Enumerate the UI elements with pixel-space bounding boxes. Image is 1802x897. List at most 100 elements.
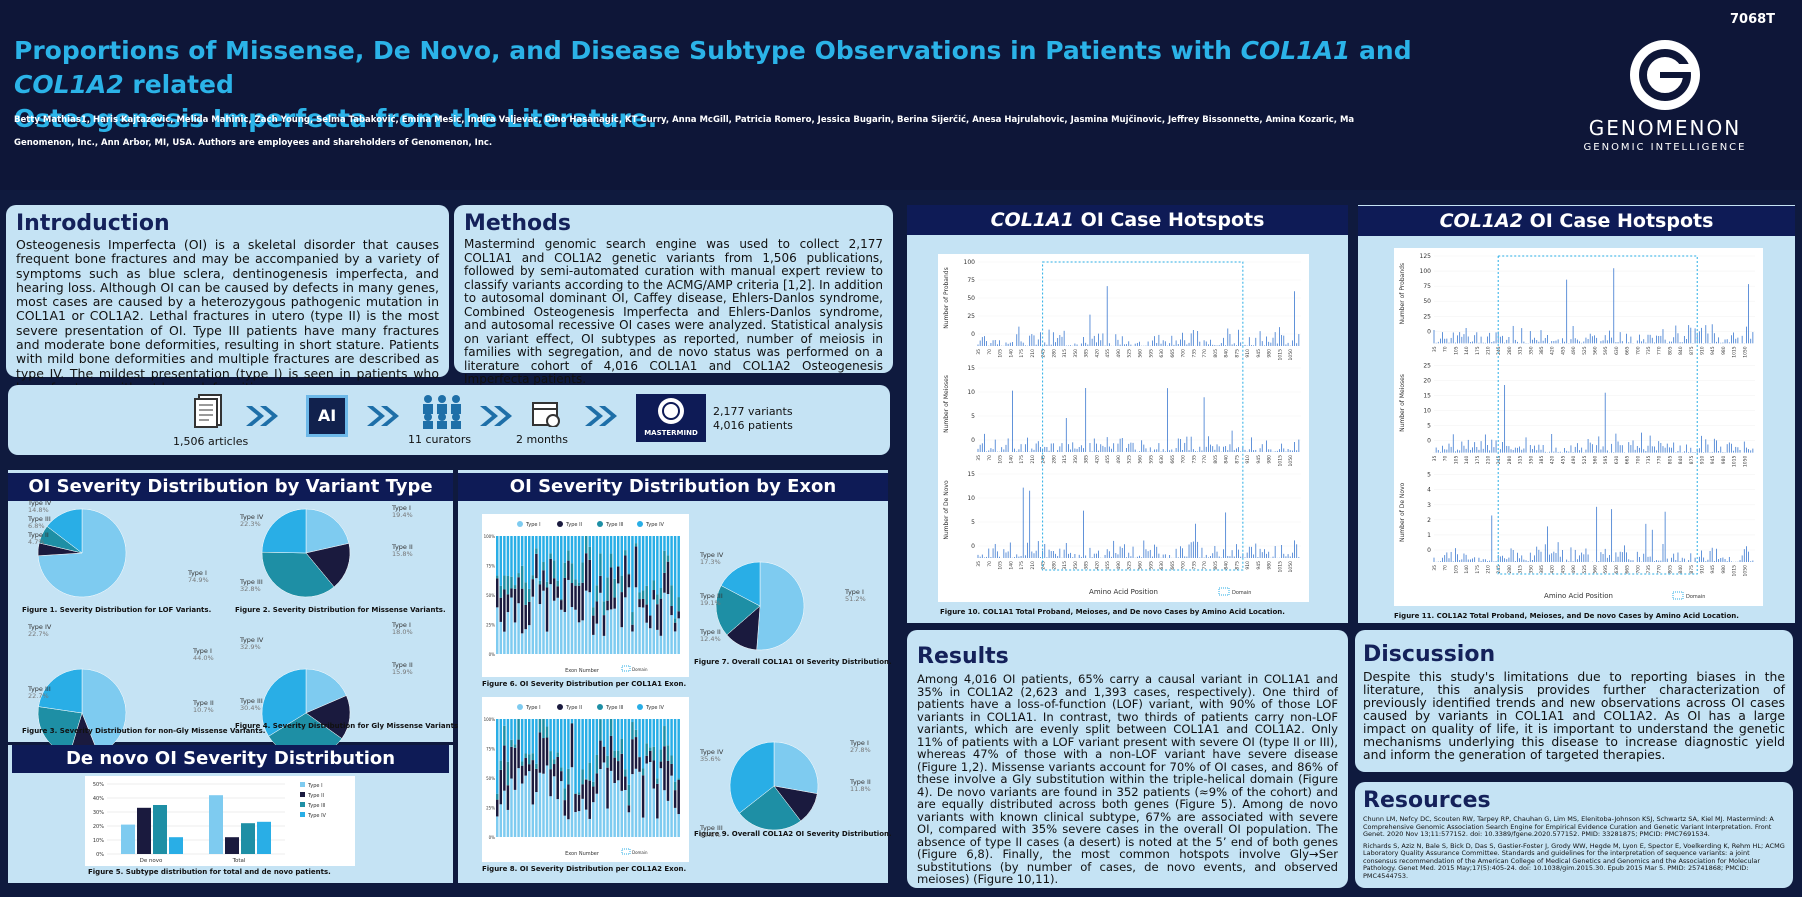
tick-label: 0% <box>489 652 496 657</box>
exon-bar-segment <box>652 590 656 600</box>
exon-bar-segment <box>659 588 663 599</box>
tick-label: 35 <box>1432 456 1438 462</box>
mastermind-logo: MASTERMIND <box>636 394 706 442</box>
exon-bar-segment <box>545 719 549 727</box>
tick-label: 385 <box>1539 456 1545 465</box>
legend-swatch <box>637 521 643 527</box>
exon-bar-segment <box>545 536 549 582</box>
tick-label: 490 <box>1571 346 1577 355</box>
tick-label: 70 <box>987 561 993 567</box>
discussion-title: Discussion <box>1363 642 1496 667</box>
exon-bar-segment <box>517 768 520 837</box>
tick-label: 630 <box>1159 561 1165 570</box>
exon-bar-segment <box>638 757 641 772</box>
exon-bar-segment <box>599 592 602 654</box>
exon-bar-segment <box>528 719 531 755</box>
tick-label: 665 <box>1625 346 1631 355</box>
exon-bar-segment <box>599 536 602 554</box>
exon-bar-segment <box>634 587 638 654</box>
exon-bar-segment <box>524 775 527 837</box>
exon-bar-segment <box>556 719 559 753</box>
exon-bar-segment <box>595 773 599 794</box>
reference-2: Richards S, Aziz N, Bale S, Bick D, Das … <box>1363 841 1785 880</box>
exon-bar-segment <box>552 578 556 601</box>
exon-bar-segment <box>673 719 677 782</box>
exon-bar-segment <box>634 729 638 738</box>
tick-label: 50 <box>967 295 975 302</box>
exon-bar-segment <box>574 793 577 795</box>
exon-bar-segment <box>506 809 510 837</box>
tick-label: 15 <box>967 471 975 478</box>
articles-label: 1,506 articles <box>173 435 249 448</box>
exon-bar-segment <box>631 722 634 740</box>
tick-label: 770 <box>1657 346 1663 355</box>
exon-bar-segment <box>556 799 559 837</box>
tick-label: 805 <box>1667 565 1673 574</box>
pie-label: Type III 22.7% <box>28 685 51 700</box>
tick-label: 280 <box>1507 456 1513 465</box>
exon-bar-segment <box>574 812 577 837</box>
exon-bar-segment <box>570 767 574 837</box>
figure11-caption: Figure 11. COL1A2 Total Proband, Meioses… <box>1394 612 1739 620</box>
tick-label: 50% <box>486 593 495 598</box>
tick-label: 140 <box>1464 565 1470 574</box>
pie-slice <box>305 695 351 739</box>
legend-swatch <box>517 521 523 527</box>
denovo-bar-chart: 50% 40% 30% 20% 10% 0% De novo Total Type I Type … <box>85 776 355 866</box>
pie-slice <box>305 508 350 554</box>
tick-label: 910 <box>1245 349 1251 358</box>
exon-bar-segment <box>542 570 545 591</box>
exon-bar-segment <box>656 594 659 605</box>
tick-label: 175 <box>1475 565 1481 574</box>
exon-bar-segment <box>524 604 527 630</box>
pie-slice <box>46 508 83 554</box>
exon-bar-segment <box>499 621 503 654</box>
tick-label: 35 <box>976 349 982 355</box>
exon-bar-segment <box>670 536 673 586</box>
tick-label: 735 <box>1191 349 1197 358</box>
exon-bar-segment <box>631 774 634 837</box>
tick-label: 770 <box>1657 456 1663 465</box>
exon-bar-segment <box>577 582 581 586</box>
exon-bar-segment <box>624 776 627 791</box>
pie-label: Type III 19.1% <box>700 592 723 607</box>
tick-label: 100% <box>484 534 496 539</box>
exon-bar-segment <box>560 536 563 599</box>
tick-label: 980 <box>1721 346 1727 355</box>
tick-label: 5 <box>1427 472 1431 479</box>
legend-label: Domain <box>632 850 648 855</box>
exon-bar-segment <box>592 536 595 608</box>
exon-bar-segment <box>549 796 552 837</box>
exon-bar-segment <box>503 536 506 576</box>
exon-bar-segment <box>666 593 670 654</box>
exon-bar-segment <box>606 719 609 756</box>
tick-label: 525 <box>1127 455 1133 464</box>
exon-bar-segment <box>496 578 499 608</box>
exon-bar-segment <box>577 811 581 837</box>
exon-bar-segment <box>670 755 673 764</box>
pie-slice <box>773 741 819 794</box>
tick-label: 875 <box>1234 455 1240 464</box>
tick-label: 210 <box>1030 349 1036 358</box>
exon-bar-segment <box>638 771 641 837</box>
tick-label: 0 <box>971 331 975 338</box>
tick-label: 350 <box>1528 346 1534 355</box>
exon-bar-segment <box>545 587 549 632</box>
exon-bar-segment <box>549 536 552 554</box>
exon-bar-segment <box>673 790 677 808</box>
exon-bar-segment <box>549 558 552 585</box>
exon-bar-segment <box>613 608 616 654</box>
tick-label: 1050 <box>1288 455 1294 467</box>
exon-bar-segment <box>560 609 563 654</box>
tick-label: 175 <box>1475 456 1481 465</box>
pie-label: Type IV 32.9% <box>240 636 264 651</box>
exon-bar-segment <box>584 536 588 554</box>
tick-label: 75% <box>486 564 495 569</box>
tick-label: 840 <box>1224 455 1230 464</box>
exon-bar-segment <box>641 719 645 769</box>
exon-bar-segment <box>609 770 613 837</box>
exon-bar-segment <box>560 781 563 837</box>
pie-label: Type III 30.4% <box>240 697 263 712</box>
category-label: Total <box>232 858 246 864</box>
